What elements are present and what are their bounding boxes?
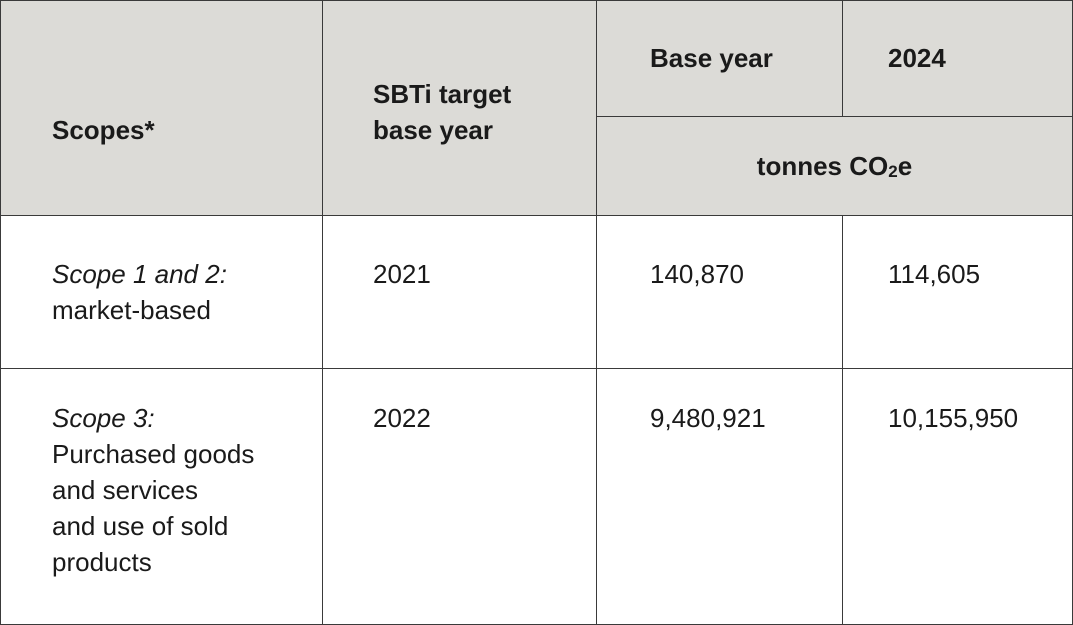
header-cell	[842, 0, 1073, 117]
header-text: SBTi target base year	[373, 79, 512, 145]
unit-suffix: e	[897, 151, 913, 181]
base-value: 140,870	[650, 259, 744, 289]
scope-name: Scope 3:	[52, 403, 155, 433]
header-cell	[0, 0, 323, 216]
header-text: Base year	[650, 43, 773, 73]
scope-cell: Scope 3: Purchased goods and services and…	[52, 400, 254, 580]
cell	[322, 215, 597, 369]
scope-cell: Scope 1 and 2: market-based	[52, 256, 227, 328]
target-year: 2021	[373, 259, 431, 289]
cell	[596, 215, 843, 369]
unit: tonnes CO	[756, 151, 889, 181]
scope-description: Purchased goods and services and use of …	[52, 439, 255, 577]
scope-name: Scope 1 and 2:	[52, 259, 227, 289]
unit-text: tonnes CO2e	[596, 148, 1073, 188]
header-cell	[322, 0, 597, 216]
current-value: 10,155,950	[888, 403, 1019, 433]
cell	[842, 215, 1073, 369]
header-cell	[596, 0, 843, 117]
unit-subscript: 2	[888, 162, 898, 181]
cell	[322, 368, 597, 625]
base-value: 9,480,921	[650, 403, 766, 433]
header-text: Scopes*	[52, 115, 155, 145]
scope-description: market-based	[52, 295, 211, 325]
current-value: 114,605	[888, 259, 981, 289]
header-text: 2024	[888, 43, 946, 73]
target-year: 2022	[373, 403, 431, 433]
